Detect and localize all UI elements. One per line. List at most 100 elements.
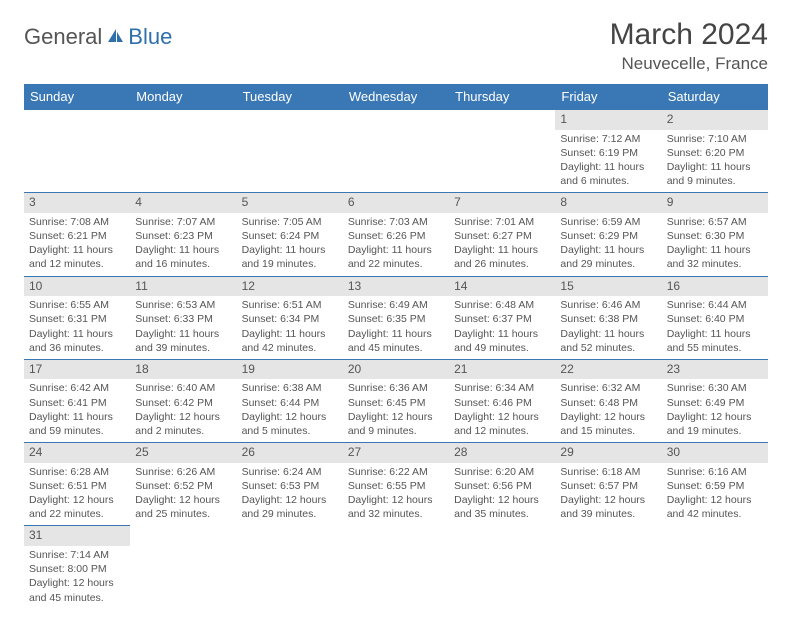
empty-cell	[24, 110, 130, 127]
title-block: March 2024 Neuvecelle, France	[610, 18, 768, 74]
day-number: 19	[237, 360, 343, 380]
day-number: 10	[24, 277, 130, 297]
calendar-cell: 27Sunrise: 6:22 AMSunset: 6:55 PMDayligh…	[343, 443, 449, 526]
day-details: Sunrise: 6:26 AMSunset: 6:52 PMDaylight:…	[130, 463, 236, 526]
calendar-body: 1Sunrise: 7:12 AMSunset: 6:19 PMDaylight…	[24, 110, 768, 609]
day-number: 1	[555, 110, 661, 130]
day-details: Sunrise: 6:57 AMSunset: 6:30 PMDaylight:…	[662, 213, 768, 276]
calendar-cell: 4Sunrise: 7:07 AMSunset: 6:23 PMDaylight…	[130, 193, 236, 276]
calendar-row: 1Sunrise: 7:12 AMSunset: 6:19 PMDaylight…	[24, 110, 768, 193]
empty-cell	[237, 110, 343, 127]
calendar-cell: 24Sunrise: 6:28 AMSunset: 6:51 PMDayligh…	[24, 443, 130, 526]
calendar-cell	[24, 110, 130, 193]
calendar-cell	[130, 110, 236, 193]
calendar-cell: 22Sunrise: 6:32 AMSunset: 6:48 PMDayligh…	[555, 359, 661, 442]
logo-text-general: General	[24, 24, 102, 50]
day-number: 31	[24, 526, 130, 546]
day-details: Sunrise: 6:38 AMSunset: 6:44 PMDaylight:…	[237, 379, 343, 442]
header: General Blue March 2024 Neuvecelle, Fran…	[24, 18, 768, 74]
day-details: Sunrise: 6:44 AMSunset: 6:40 PMDaylight:…	[662, 296, 768, 359]
calendar-cell: 13Sunrise: 6:49 AMSunset: 6:35 PMDayligh…	[343, 276, 449, 359]
calendar-cell: 17Sunrise: 6:42 AMSunset: 6:41 PMDayligh…	[24, 359, 130, 442]
calendar-cell: 6Sunrise: 7:03 AMSunset: 6:26 PMDaylight…	[343, 193, 449, 276]
weekday-header: Tuesday	[237, 84, 343, 110]
weekday-header: Thursday	[449, 84, 555, 110]
calendar-row: 10Sunrise: 6:55 AMSunset: 6:31 PMDayligh…	[24, 276, 768, 359]
day-details: Sunrise: 7:05 AMSunset: 6:24 PMDaylight:…	[237, 213, 343, 276]
day-number: 12	[237, 277, 343, 297]
calendar-cell: 12Sunrise: 6:51 AMSunset: 6:34 PMDayligh…	[237, 276, 343, 359]
empty-cell	[449, 110, 555, 127]
calendar-row: 24Sunrise: 6:28 AMSunset: 6:51 PMDayligh…	[24, 443, 768, 526]
calendar-row: 3Sunrise: 7:08 AMSunset: 6:21 PMDaylight…	[24, 193, 768, 276]
day-details: Sunrise: 6:20 AMSunset: 6:56 PMDaylight:…	[449, 463, 555, 526]
day-details: Sunrise: 6:42 AMSunset: 6:41 PMDaylight:…	[24, 379, 130, 442]
calendar-cell	[555, 526, 661, 609]
day-details: Sunrise: 7:07 AMSunset: 6:23 PMDaylight:…	[130, 213, 236, 276]
calendar-cell: 3Sunrise: 7:08 AMSunset: 6:21 PMDaylight…	[24, 193, 130, 276]
day-details: Sunrise: 6:24 AMSunset: 6:53 PMDaylight:…	[237, 463, 343, 526]
day-number: 14	[449, 277, 555, 297]
logo: General Blue	[24, 18, 172, 50]
calendar-cell: 10Sunrise: 6:55 AMSunset: 6:31 PMDayligh…	[24, 276, 130, 359]
calendar-cell: 18Sunrise: 6:40 AMSunset: 6:42 PMDayligh…	[130, 359, 236, 442]
calendar-cell: 29Sunrise: 6:18 AMSunset: 6:57 PMDayligh…	[555, 443, 661, 526]
day-details: Sunrise: 7:14 AMSunset: 8:00 PMDaylight:…	[24, 546, 130, 609]
weekday-header: Monday	[130, 84, 236, 110]
day-number: 27	[343, 443, 449, 463]
day-details: Sunrise: 7:12 AMSunset: 6:19 PMDaylight:…	[555, 130, 661, 193]
calendar-cell	[449, 110, 555, 193]
day-number: 20	[343, 360, 449, 380]
calendar-cell	[343, 526, 449, 609]
location-label: Neuvecelle, France	[610, 54, 768, 74]
day-number: 18	[130, 360, 236, 380]
day-number: 22	[555, 360, 661, 380]
day-details: Sunrise: 6:53 AMSunset: 6:33 PMDaylight:…	[130, 296, 236, 359]
day-number: 15	[555, 277, 661, 297]
calendar-table: SundayMondayTuesdayWednesdayThursdayFrid…	[24, 84, 768, 609]
calendar-cell: 25Sunrise: 6:26 AMSunset: 6:52 PMDayligh…	[130, 443, 236, 526]
day-details: Sunrise: 6:51 AMSunset: 6:34 PMDaylight:…	[237, 296, 343, 359]
calendar-cell: 31Sunrise: 7:14 AMSunset: 8:00 PMDayligh…	[24, 526, 130, 609]
day-details: Sunrise: 6:22 AMSunset: 6:55 PMDaylight:…	[343, 463, 449, 526]
calendar-cell	[343, 110, 449, 193]
day-details: Sunrise: 6:18 AMSunset: 6:57 PMDaylight:…	[555, 463, 661, 526]
empty-cell	[130, 110, 236, 127]
calendar-cell: 5Sunrise: 7:05 AMSunset: 6:24 PMDaylight…	[237, 193, 343, 276]
day-number: 3	[24, 193, 130, 213]
calendar-cell: 14Sunrise: 6:48 AMSunset: 6:37 PMDayligh…	[449, 276, 555, 359]
calendar-cell: 26Sunrise: 6:24 AMSunset: 6:53 PMDayligh…	[237, 443, 343, 526]
logo-text-blue: Blue	[128, 24, 172, 50]
calendar-head: SundayMondayTuesdayWednesdayThursdayFrid…	[24, 84, 768, 110]
day-number: 24	[24, 443, 130, 463]
day-number: 8	[555, 193, 661, 213]
calendar-cell	[237, 110, 343, 193]
calendar-cell: 9Sunrise: 6:57 AMSunset: 6:30 PMDaylight…	[662, 193, 768, 276]
day-number: 25	[130, 443, 236, 463]
calendar-cell: 7Sunrise: 7:01 AMSunset: 6:27 PMDaylight…	[449, 193, 555, 276]
day-number: 9	[662, 193, 768, 213]
day-details: Sunrise: 6:46 AMSunset: 6:38 PMDaylight:…	[555, 296, 661, 359]
calendar-row: 31Sunrise: 7:14 AMSunset: 8:00 PMDayligh…	[24, 526, 768, 609]
weekday-header: Friday	[555, 84, 661, 110]
day-number: 5	[237, 193, 343, 213]
calendar-cell: 2Sunrise: 7:10 AMSunset: 6:20 PMDaylight…	[662, 110, 768, 193]
calendar-cell: 28Sunrise: 6:20 AMSunset: 6:56 PMDayligh…	[449, 443, 555, 526]
day-number: 11	[130, 277, 236, 297]
calendar-cell: 8Sunrise: 6:59 AMSunset: 6:29 PMDaylight…	[555, 193, 661, 276]
calendar-cell: 11Sunrise: 6:53 AMSunset: 6:33 PMDayligh…	[130, 276, 236, 359]
day-number: 29	[555, 443, 661, 463]
day-details: Sunrise: 6:30 AMSunset: 6:49 PMDaylight:…	[662, 379, 768, 442]
day-number: 17	[24, 360, 130, 380]
calendar-cell: 15Sunrise: 6:46 AMSunset: 6:38 PMDayligh…	[555, 276, 661, 359]
day-details: Sunrise: 7:03 AMSunset: 6:26 PMDaylight:…	[343, 213, 449, 276]
day-number: 4	[130, 193, 236, 213]
calendar-cell: 30Sunrise: 6:16 AMSunset: 6:59 PMDayligh…	[662, 443, 768, 526]
day-details: Sunrise: 6:48 AMSunset: 6:37 PMDaylight:…	[449, 296, 555, 359]
sail-icon	[105, 27, 125, 50]
day-number: 21	[449, 360, 555, 380]
weekday-header: Wednesday	[343, 84, 449, 110]
day-details: Sunrise: 6:34 AMSunset: 6:46 PMDaylight:…	[449, 379, 555, 442]
day-number: 6	[343, 193, 449, 213]
day-number: 7	[449, 193, 555, 213]
